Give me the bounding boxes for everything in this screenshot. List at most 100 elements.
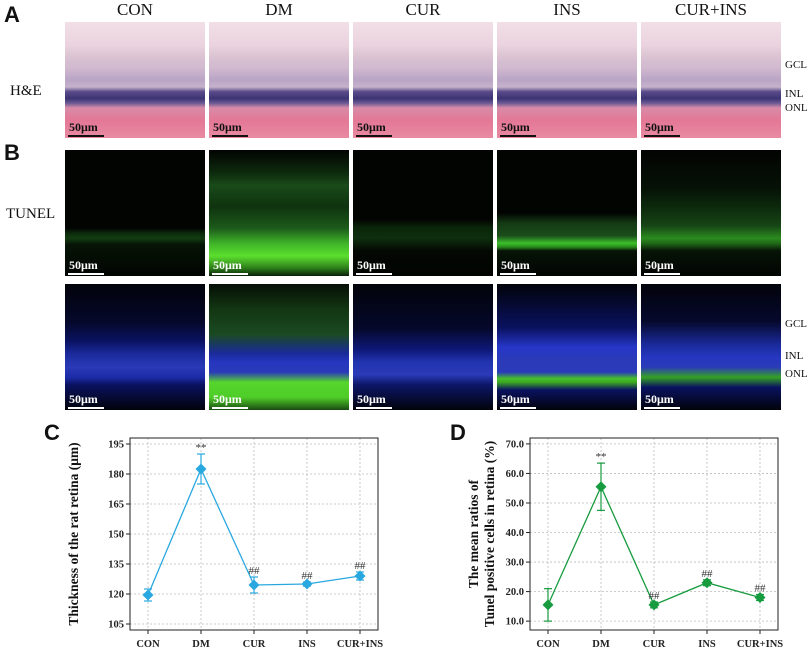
y-tick-label: 135 [108,560,124,571]
y-axis-label: Thickness of the rat retina (μm) [66,442,81,625]
y-tick-label: 70.0 [506,439,524,450]
tunel-image-cur: 50μm [353,150,493,276]
panel-d-letter: D [450,420,466,445]
layer-label-gcl: GCL [785,318,807,330]
tunel-image-ins: 50μm [497,150,637,276]
x-tick-label: CON [136,639,160,650]
scale-label: 50μm [69,392,98,406]
scale-label: 50μm [645,258,674,272]
layer-label-onl: ONL [785,102,808,114]
significance-label: ** [196,442,207,454]
x-tick-label: CON [536,639,560,650]
scale-bar [68,273,104,275]
tunel-image-con: 50μm [65,150,205,276]
y-tick-label: 60.0 [506,469,524,480]
x-tick-label: INS [298,639,316,650]
y-tick-label: 50.0 [506,498,524,509]
scale-label: 50μm [213,258,242,272]
merge-image-ins: 50μm [497,284,637,410]
scale-bar [500,135,536,137]
he-image-ins: 50μm [497,22,637,138]
data-point [301,578,313,590]
row-label-he: H&E [10,83,42,99]
y-tick-label: 180 [108,470,124,481]
row-label-tunel: TUNEL [6,206,56,222]
significance-label: ## [302,570,314,582]
scale-bar [212,407,248,409]
layer-label-onl: ONL [785,368,808,380]
x-tick-label: CUR [243,639,266,650]
y-tick-label: 195 [108,440,124,451]
data-point [648,599,660,611]
scale-bar [644,273,680,275]
significance-label: ## [755,583,767,595]
y-tick-label: 40.0 [506,528,524,539]
data-point [701,577,713,589]
scale-bar [68,135,104,137]
significance-label: ** [596,451,607,463]
he-image-dm: 50μm [209,22,349,138]
scale-bar [356,407,392,409]
y-tick-label: 120 [108,590,124,601]
group-header-cur-ins: CUR+INS [675,0,747,19]
scale-label: 50μm [357,258,386,272]
significance-label: ## [702,568,714,580]
significance-label: ## [649,590,661,602]
scale-label: 50μm [645,120,674,134]
chart-tunel-positive-ratio: 10.0 20.0 30.0 40.0 50.0 60.0 70.0 CON DM CUR INS C… [466,437,783,650]
merge-image-dm: 50μm [209,284,349,410]
merge-image-cur: 50μm [353,284,493,410]
data-point [595,481,607,493]
he-image-cur: 50μm [353,22,493,138]
scale-bar [356,135,392,137]
significance-label: ## [249,565,261,577]
scale-bar [356,273,392,275]
layer-label-inl: INL [785,88,804,100]
tunel-image-cur-ins: 50μm [641,150,781,276]
y-tick-label: 20.0 [506,587,524,598]
scale-label: 50μm [69,258,98,272]
data-point [354,570,366,582]
scale-bar [644,135,680,137]
chart-retina-thickness: 105 120 135 150 165 180 195 CON DM CUR INS CUR+INS T… [66,437,383,650]
scale-label: 50μm [213,392,242,406]
layer-label-inl: INL [785,350,804,362]
group-header-ins: INS [553,0,581,19]
group-header-con: CON [117,0,153,19]
data-point [142,589,154,601]
he-image-con: 50μm [65,22,205,138]
merge-image-con: 50μm [65,284,205,410]
scale-label: 50μm [357,120,386,134]
scale-label: 50μm [501,392,530,406]
y-tick-label: 165 [108,500,124,511]
y-axis-label: Tunel positive cells in retina (%) [482,441,497,627]
group-header-dm: DM [265,0,293,19]
scale-bar [212,135,248,137]
data-point [248,579,260,591]
scale-label: 50μm [69,120,98,134]
he-image-cur-ins: 50μm [641,22,781,138]
y-tick-label: 105 [108,620,124,631]
scale-bar [68,407,104,409]
y-axis-label: The mean ratios of [466,479,481,588]
data-point [195,463,207,475]
data-point [754,592,766,604]
significance-label: ## [355,560,367,572]
layer-label-gcl: GCL [785,59,807,71]
panel-b-letter: B [4,140,20,165]
x-tick-label: CUR+INS [737,639,783,650]
scale-label: 50μm [213,120,242,134]
scale-bar [500,407,536,409]
merge-image-cur-ins: 50μm [641,284,781,410]
scale-bar [644,407,680,409]
x-tick-label: DM [192,639,210,650]
panel-a-letter: A [4,2,20,27]
y-tick-label: 30.0 [506,558,524,569]
scale-label: 50μm [645,392,674,406]
tunel-image-dm: 50μm [209,150,349,276]
x-tick-label: INS [698,639,716,650]
scale-label: 50μm [501,120,530,134]
y-tick-label: 150 [108,530,124,541]
group-header-cur: CUR [405,0,441,19]
scale-bar [212,273,248,275]
